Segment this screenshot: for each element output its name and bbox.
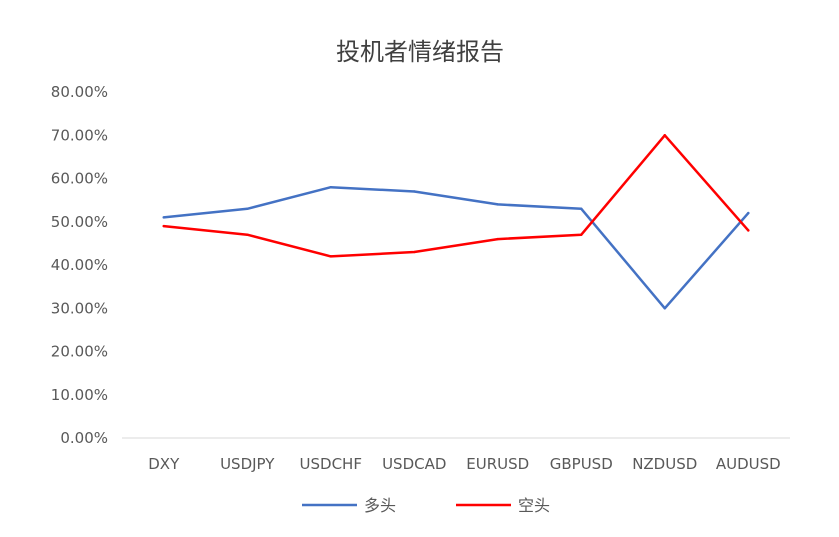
series-0-point xyxy=(663,307,666,310)
series-1-point xyxy=(413,250,416,254)
chart-title: 投机者情绪报告 xyxy=(336,38,504,66)
y-tick-label: 10.00% xyxy=(51,386,108,404)
series-layer xyxy=(162,134,750,310)
y-tick-label: 20.00% xyxy=(51,343,108,361)
y-tick-label: 40.00% xyxy=(51,256,108,274)
series-line-1 xyxy=(162,134,750,258)
series-1-point xyxy=(747,229,750,232)
x-tick-label: DXY xyxy=(148,455,180,473)
x-axis: DXY USDJPY USDCHF USDCAD EURUSD GBPUSD NZDUSD A… xyxy=(148,455,780,473)
y-axis: 0.00% 10.00% 20.00% 30.00% 40.00% 50.00% 60.00… xyxy=(51,83,108,447)
series-0-point xyxy=(246,207,249,210)
legend-label-0: 多头 xyxy=(364,496,396,515)
series-line-0 xyxy=(162,185,750,310)
y-tick-label: 70.00% xyxy=(51,126,108,144)
y-tick-label: 30.00% xyxy=(51,299,108,317)
x-tick-label: USDCAD xyxy=(382,455,446,473)
series-0-point xyxy=(413,190,416,193)
series-1-point xyxy=(246,233,249,236)
legend-label-1: 空头 xyxy=(518,496,550,515)
x-tick-label: USDJPY xyxy=(220,455,275,473)
x-tick-label: EURUSD xyxy=(466,455,529,473)
series-0-point xyxy=(329,185,332,189)
x-tick-label: AUDUSD xyxy=(716,455,781,473)
y-tick-label: 0.00% xyxy=(60,429,108,447)
series-0-point xyxy=(580,207,583,210)
series-0-point xyxy=(496,203,499,206)
x-tick-label: GBPUSD xyxy=(550,455,613,473)
series-1-point xyxy=(580,233,583,236)
series-1-point xyxy=(329,255,332,258)
series-1-point xyxy=(496,237,499,241)
series-1-point xyxy=(663,134,666,137)
y-tick-label: 50.00% xyxy=(51,213,108,231)
series-0-point xyxy=(747,211,750,215)
x-tick-label: USDCHF xyxy=(300,455,362,473)
series-0-point xyxy=(162,216,165,219)
legend: 多头 空头 xyxy=(302,496,550,515)
series-1-point xyxy=(162,224,165,228)
x-tick-label: NZDUSD xyxy=(632,455,697,473)
y-tick-label: 80.00% xyxy=(51,83,108,101)
y-tick-label: 60.00% xyxy=(51,170,108,188)
